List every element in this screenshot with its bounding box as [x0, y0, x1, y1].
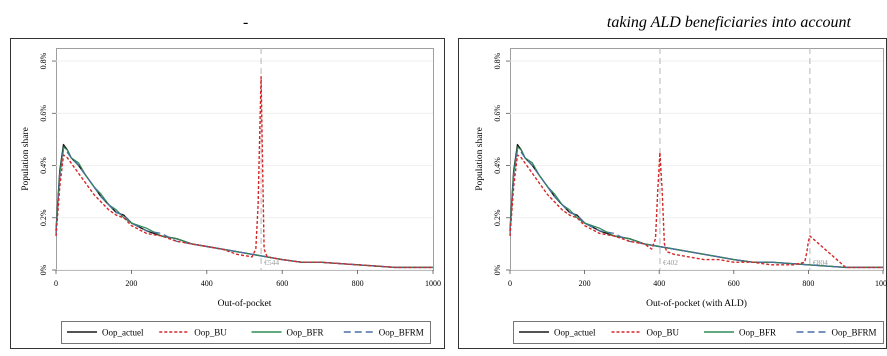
- x-tick-label: 0: [54, 279, 58, 288]
- legend-label: Oop_BFRM: [832, 328, 877, 338]
- series-line-oop-bfrm: [55, 149, 433, 268]
- panel-frame: [10, 38, 445, 349]
- legend-box: [513, 321, 884, 344]
- x-tick-label: 1000: [425, 279, 441, 288]
- x-tick-label: 1000: [875, 279, 887, 288]
- y-tick-label: 0.4%: [493, 157, 502, 174]
- x-tick-label: 200: [579, 279, 591, 288]
- chart-heading-left: -: [243, 14, 249, 31]
- legend-label: Oop_BU: [647, 328, 680, 338]
- x-tick-label: 600: [276, 279, 288, 288]
- y-tick-label: 0.8%: [39, 52, 48, 69]
- y-tick-label: 0%: [493, 264, 502, 275]
- legend-label: Oop_BFR: [739, 328, 776, 338]
- x-axis-label: Out-of-pocket (with ALD): [646, 298, 747, 309]
- series-line-oop-bu: [55, 75, 433, 269]
- plot-area: [56, 48, 434, 271]
- x-tick-label: 400: [201, 279, 213, 288]
- legend-box: [61, 321, 431, 344]
- legend-label: Oop_actuel: [554, 328, 596, 338]
- y-tick-label: 0.2%: [39, 209, 48, 226]
- x-tick-label: 600: [728, 279, 740, 288]
- series-line-oop-bfrm: [509, 149, 883, 268]
- threshold-marker-label: €804: [813, 258, 828, 267]
- x-axis-label: Out-of-pocket: [218, 298, 272, 309]
- x-tick-label: 800: [802, 279, 814, 288]
- threshold-marker-label: €544: [264, 258, 279, 267]
- legend-label: Oop_BFR: [287, 328, 324, 338]
- y-tick-label: 0.4%: [39, 157, 48, 174]
- threshold-marker-label: €402: [663, 258, 678, 267]
- y-tick-label: 0.6%: [493, 105, 502, 122]
- chart-panel-1: 0% 0.2% 0.4% 0.6% 0.8% 0 200 400 600 800 1000 Out-o…: [10, 38, 445, 349]
- x-tick-label: 200: [125, 279, 137, 288]
- y-tick-label: 0.8%: [493, 52, 502, 69]
- legend-label: Oop_actuel: [102, 328, 144, 338]
- legend-label: Oop_BU: [194, 328, 227, 338]
- series-line-oop-bfr: [509, 146, 883, 268]
- y-tick-label: 0.2%: [493, 209, 502, 226]
- series-line-oop-bu: [509, 151, 883, 269]
- y-tick-label: 0.6%: [39, 105, 48, 122]
- y-axis-label: Population share: [21, 127, 31, 191]
- y-tick-label: 0%: [39, 264, 48, 275]
- plot-area: [510, 48, 884, 271]
- chart-panel-2: 0% 0.2% 0.4% 0.6% 0.8% 0 200 400 600 800 1000 Out-o…: [458, 38, 887, 349]
- x-tick-label: 400: [653, 279, 665, 288]
- x-tick-label: 800: [352, 279, 364, 288]
- chart-heading-right: taking ALD beneficiaries into account: [606, 14, 851, 31]
- x-tick-label: 0: [508, 279, 512, 288]
- y-axis-label: Population share: [475, 127, 485, 191]
- legend-label: Oop_BFRM: [379, 328, 424, 338]
